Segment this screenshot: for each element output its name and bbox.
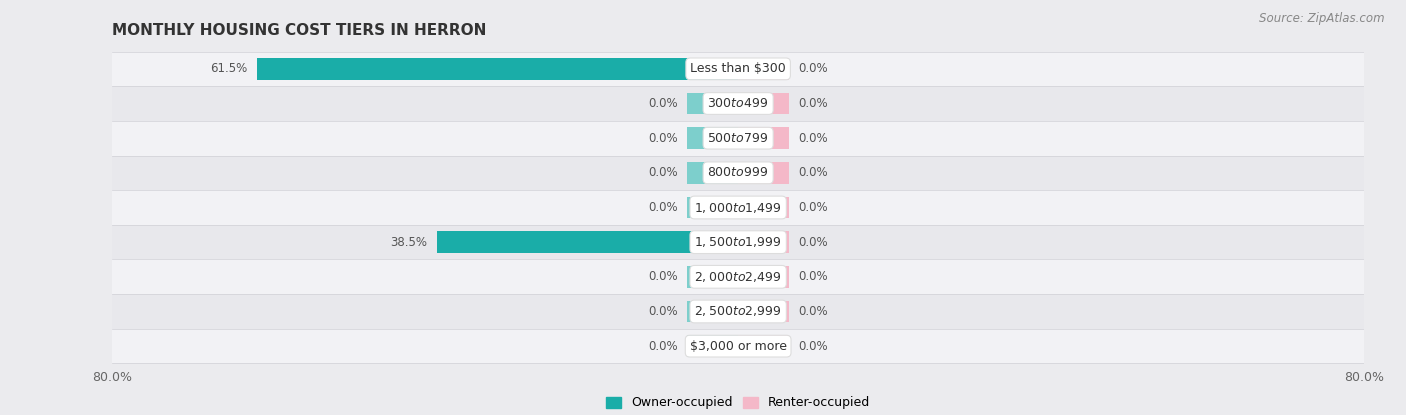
Text: 0.0%: 0.0% [648,132,678,145]
Text: $300 to $499: $300 to $499 [707,97,769,110]
Text: 0.0%: 0.0% [799,201,828,214]
Bar [738,197,789,218]
Bar [688,162,738,183]
Text: 0.0%: 0.0% [799,305,828,318]
Bar [738,127,789,149]
Bar [688,127,738,149]
Text: $2,000 to $2,499: $2,000 to $2,499 [695,270,782,284]
Bar [112,329,1364,364]
Bar [112,294,1364,329]
Text: $800 to $999: $800 to $999 [707,166,769,179]
Text: $2,500 to $2,999: $2,500 to $2,999 [695,305,782,318]
Legend: Owner-occupied, Renter-occupied: Owner-occupied, Renter-occupied [606,396,870,410]
Bar [738,335,789,357]
Bar [437,232,738,253]
Text: MONTHLY HOUSING COST TIERS IN HERRON: MONTHLY HOUSING COST TIERS IN HERRON [112,23,486,38]
Bar [738,58,789,80]
Bar [112,86,1364,121]
Bar [257,58,738,80]
Bar [112,225,1364,259]
Bar [112,190,1364,225]
Bar [112,121,1364,156]
Bar [688,301,738,322]
Text: 0.0%: 0.0% [799,236,828,249]
Bar [688,197,738,218]
Bar [738,232,789,253]
Text: 0.0%: 0.0% [648,166,678,179]
Text: 0.0%: 0.0% [648,339,678,353]
Bar [688,266,738,288]
Text: Less than $300: Less than $300 [690,62,786,76]
Text: 0.0%: 0.0% [799,270,828,283]
Bar [112,51,1364,86]
Bar [738,93,789,114]
Text: 0.0%: 0.0% [799,132,828,145]
Bar [112,156,1364,190]
Text: Source: ZipAtlas.com: Source: ZipAtlas.com [1260,12,1385,25]
Bar [738,266,789,288]
Text: $500 to $799: $500 to $799 [707,132,769,145]
Text: $3,000 or more: $3,000 or more [690,339,786,353]
Bar [688,335,738,357]
Text: 0.0%: 0.0% [799,339,828,353]
Bar [112,259,1364,294]
Bar [738,301,789,322]
Text: 38.5%: 38.5% [391,236,427,249]
Text: 0.0%: 0.0% [799,97,828,110]
Text: 0.0%: 0.0% [799,62,828,76]
Text: 0.0%: 0.0% [799,166,828,179]
Text: 0.0%: 0.0% [648,305,678,318]
Text: $1,000 to $1,499: $1,000 to $1,499 [695,200,782,215]
Text: 61.5%: 61.5% [211,62,247,76]
Text: 0.0%: 0.0% [648,270,678,283]
Bar [738,162,789,183]
Text: 0.0%: 0.0% [648,201,678,214]
Text: $1,500 to $1,999: $1,500 to $1,999 [695,235,782,249]
Text: 0.0%: 0.0% [648,97,678,110]
Bar [688,93,738,114]
